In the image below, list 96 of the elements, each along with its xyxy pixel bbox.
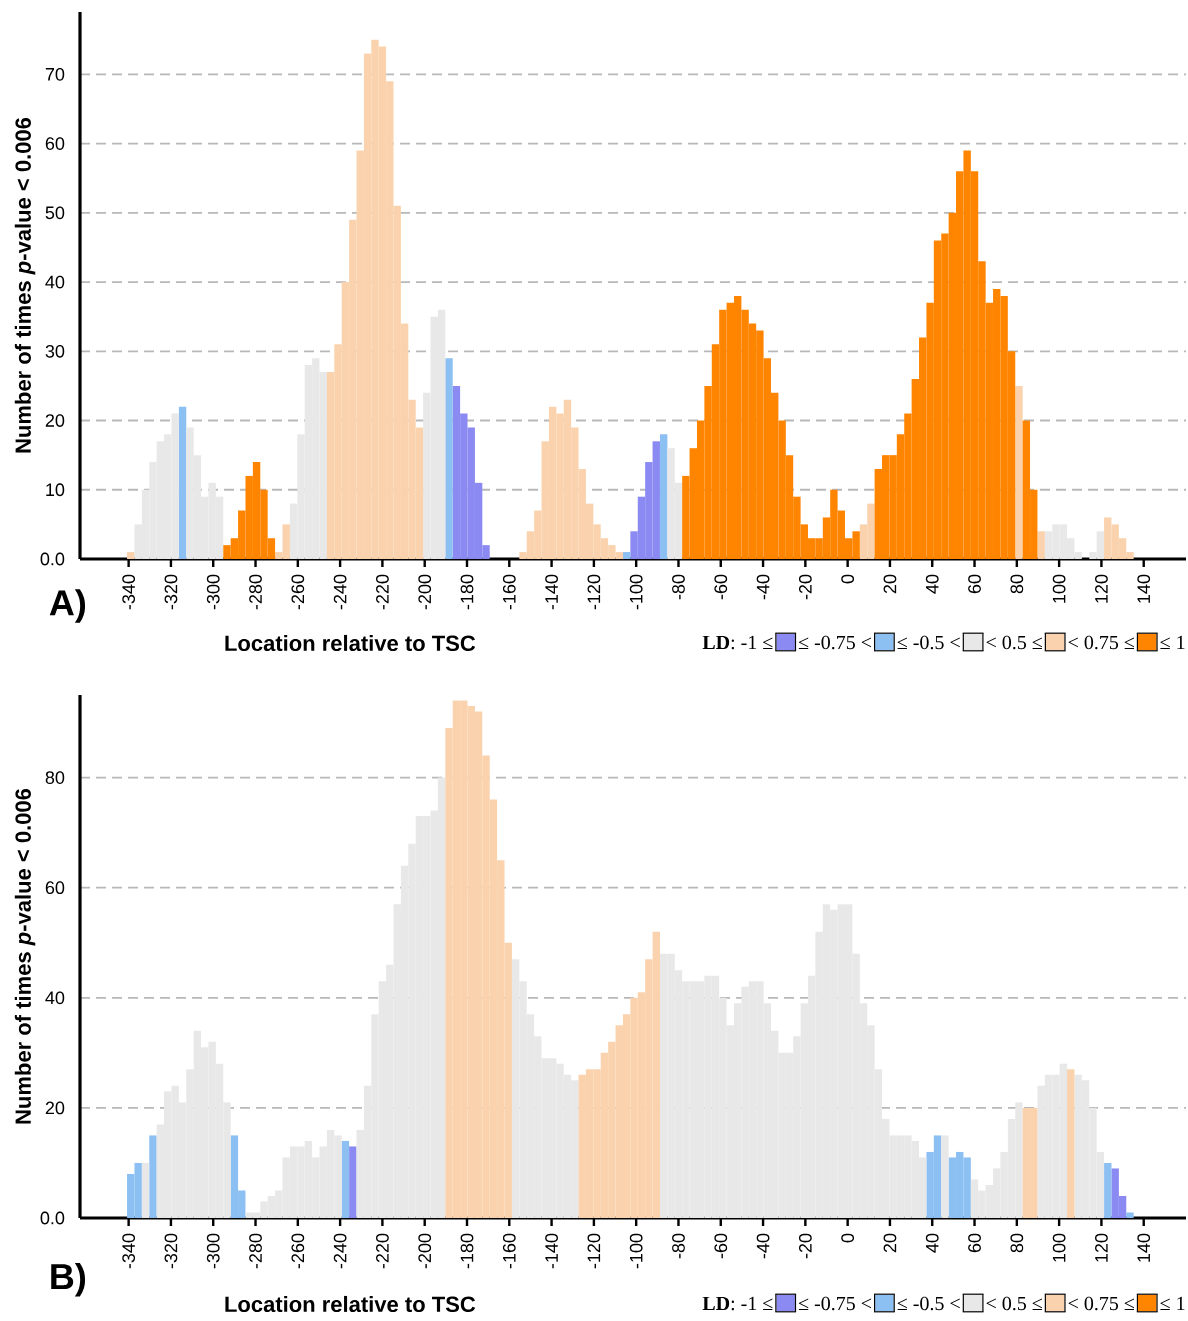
y-tick-label: 0.0 xyxy=(40,552,65,566)
bar xyxy=(659,434,668,559)
bar xyxy=(178,406,187,559)
x-tick-label: -220 xyxy=(376,574,389,610)
bar xyxy=(445,358,453,559)
x-tick-label: 40 xyxy=(925,574,939,594)
x-tick-label: 0 xyxy=(841,1233,855,1243)
y-tick-label: 40 xyxy=(45,275,65,289)
y-tick-label: 20 xyxy=(45,414,65,427)
y-tick-label: 60 xyxy=(45,881,65,895)
x-tick-label: -40 xyxy=(756,574,770,600)
x-tick-label: -240 xyxy=(333,1233,347,1269)
bar xyxy=(127,552,135,559)
legend-label: < 0.75 ≤ xyxy=(1068,635,1134,650)
legend-label: < 0.5 ≤ xyxy=(986,635,1042,650)
x-tick-label: 60 xyxy=(968,574,981,594)
legend-label: ≤ -0.5 < xyxy=(897,1296,960,1311)
x-tick-label: -60 xyxy=(714,1233,728,1259)
x-tick-label: 60 xyxy=(968,1233,981,1253)
bar xyxy=(941,1135,949,1218)
y-tick-label: 0.0 xyxy=(40,1211,65,1225)
x-tick-label: 0 xyxy=(841,574,855,584)
x-tick-label: -60 xyxy=(714,574,728,600)
text: A) xyxy=(49,589,86,623)
x-tick-label: -220 xyxy=(376,1233,389,1269)
bar xyxy=(149,1135,157,1218)
x-tick-label: -260 xyxy=(291,1233,305,1269)
x-tick-label: -200 xyxy=(418,574,432,610)
x-tick-label: 80 xyxy=(1010,1233,1024,1253)
bar xyxy=(1067,1069,1075,1218)
x-tick-label: -80 xyxy=(672,1233,685,1259)
x-tick-label: 120 xyxy=(1095,1233,1108,1262)
x-tick-label: 40 xyxy=(925,1233,939,1253)
bar xyxy=(622,552,631,559)
x-tick-label: 20 xyxy=(883,1233,897,1253)
x-tick-label: -160 xyxy=(502,1233,516,1269)
bar xyxy=(141,1162,150,1218)
x-tick-label: -200 xyxy=(418,1233,432,1269)
y-tick-label: 10 xyxy=(46,483,65,497)
x-tick-label: -80 xyxy=(672,574,685,600)
legend-label: < 0.5 ≤ xyxy=(986,1296,1042,1311)
x-tick-label: -140 xyxy=(545,1233,558,1269)
bar xyxy=(1126,1212,1134,1218)
x-tick-label: -140 xyxy=(545,574,558,610)
x-tick-label: -260 xyxy=(291,574,305,610)
x-tick-label: 100 xyxy=(1052,574,1066,603)
x-tick-label: 140 xyxy=(1137,574,1151,603)
x-tick-label: 20 xyxy=(883,574,897,594)
x-tick-label: 120 xyxy=(1095,574,1108,603)
y-tick-label: 60 xyxy=(45,137,65,150)
y-axis-title: Number of times p-value < 0.006 xyxy=(14,788,36,1124)
y-tick-label: 70 xyxy=(45,67,65,81)
text: B) xyxy=(51,1262,86,1297)
x-tick-label: -120 xyxy=(587,1233,601,1269)
bar xyxy=(1104,1162,1112,1218)
x-tick-label: -100 xyxy=(629,574,643,610)
legend-label: ≤ 1 xyxy=(1160,635,1185,649)
x-tick-label: -20 xyxy=(798,574,812,600)
x-tick-label: -160 xyxy=(502,574,516,610)
x-tick-label: -20 xyxy=(798,1233,812,1259)
bar xyxy=(349,1146,357,1218)
x-axis-title: Location relative to TSC xyxy=(225,634,476,652)
legend-label: ≤ -0.75 < xyxy=(798,1296,872,1311)
x-tick-label: -320 xyxy=(164,1233,178,1269)
legend-label: ≤ -0.75 < xyxy=(798,635,872,650)
x-tick-label: -40 xyxy=(756,1233,770,1259)
x-tick-label: 100 xyxy=(1052,1233,1066,1262)
x-tick-label: -300 xyxy=(206,574,220,610)
legend-label: < 0.75 ≤ xyxy=(1068,1296,1134,1311)
y-tick-label: 30 xyxy=(45,344,65,358)
bar xyxy=(1037,531,1045,559)
legend-label: ≤ -0.5 < xyxy=(897,635,960,650)
legend-label: ≤ 1 xyxy=(1160,1296,1185,1310)
x-tick-label: -280 xyxy=(249,574,262,610)
x-tick-label: -100 xyxy=(629,1233,643,1269)
x-axis-title: Location relative to TSC xyxy=(225,1295,476,1313)
bar xyxy=(341,1140,350,1218)
legend-title: LD: -1 ≤ xyxy=(702,1296,773,1311)
x-tick-label: -240 xyxy=(333,574,347,610)
y-tick-label: 20 xyxy=(45,1101,65,1115)
y-axis-title: Number of times p-value < 0.006 xyxy=(14,117,36,453)
x-tick-label: -340 xyxy=(122,1233,136,1269)
x-tick-label: 80 xyxy=(1010,574,1024,594)
bar xyxy=(1015,385,1023,559)
x-tick-label: -120 xyxy=(587,574,601,610)
x-tick-label: -180 xyxy=(460,1233,474,1269)
x-tick-label: -300 xyxy=(206,1233,220,1269)
y-tick-label: 80 xyxy=(45,771,65,784)
y-tick-label: 50 xyxy=(45,206,65,220)
legend-title: LD: -1 ≤ xyxy=(702,635,773,650)
x-tick-label: 140 xyxy=(1137,1233,1151,1262)
x-tick-label: -180 xyxy=(460,574,474,610)
x-tick-label: -280 xyxy=(249,1233,262,1269)
x-tick-label: -340 xyxy=(122,574,136,610)
x-tick-label: -320 xyxy=(164,574,178,610)
y-tick-label: 40 xyxy=(45,991,65,1005)
